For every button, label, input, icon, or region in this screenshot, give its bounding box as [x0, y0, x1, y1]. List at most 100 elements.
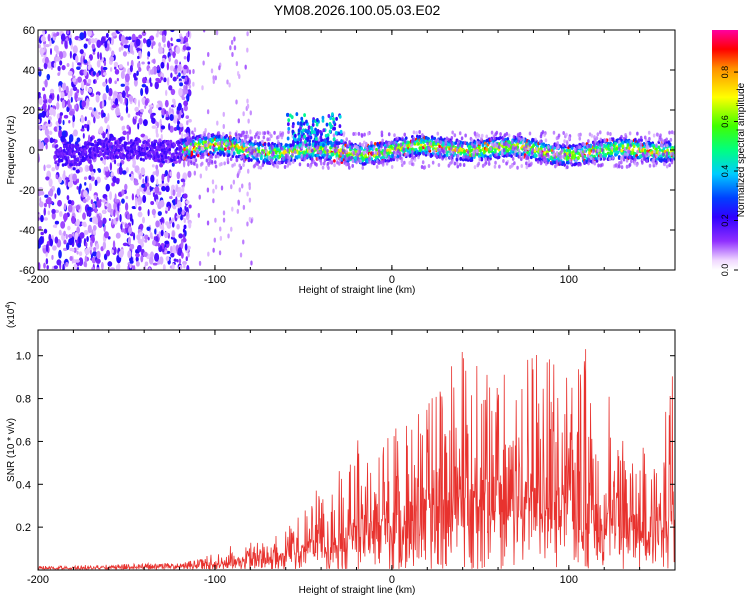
heatmap-cell: [519, 137, 523, 142]
heatmap-cell: [193, 170, 197, 176]
heatmap-cell: [232, 147, 235, 152]
heatmap-cell: [326, 141, 330, 146]
heatmap-cell: [179, 36, 184, 45]
heatmap-cell: [276, 147, 279, 152]
heatmap-cell: [74, 259, 80, 263]
heatmap-cell: [235, 99, 238, 105]
heatmap-cell: [165, 206, 169, 211]
heatmap-cell: [661, 139, 665, 144]
heatmap-cell: [508, 165, 512, 170]
heatmap-cell: [107, 112, 110, 122]
heatmap-cell: [68, 233, 73, 239]
heatmap-cell: [136, 47, 142, 52]
heatmap-cell: [555, 159, 559, 164]
heatmap-cell: [597, 156, 601, 161]
heatmap-cell: [351, 163, 355, 168]
heatmap-cell: [463, 140, 467, 145]
heatmap-cell: [598, 130, 602, 135]
heatmap-cell: [178, 158, 182, 164]
heatmap-cell: [354, 131, 357, 136]
heatmap-cell: [188, 221, 192, 229]
heatmap-cell: [83, 69, 87, 77]
heatmap-cell: [63, 203, 67, 211]
heatmap-cell: [473, 132, 477, 137]
heatmap-cell: [266, 137, 269, 142]
heatmap-cell: [513, 161, 516, 166]
heatmap-cell: [361, 165, 365, 170]
heatmap-cell: [388, 141, 391, 146]
heatmap-cell: [141, 83, 147, 88]
heatmap-cell: [238, 168, 241, 174]
heatmap-cell: [662, 146, 666, 151]
heatmap-cell: [321, 165, 325, 170]
heatmap-cell: [67, 181, 73, 188]
heatmap-cell: [108, 137, 112, 142]
heatmap-cell: [248, 197, 252, 203]
heatmap-cell: [96, 149, 100, 154]
heatmap-cell: [164, 231, 169, 238]
heatmap-cell: [484, 154, 487, 158]
heatmap-cell: [457, 139, 461, 144]
heatmap-cell: [241, 154, 244, 159]
heatmap-cell: [46, 265, 49, 270]
heatmap-cell: [648, 163, 652, 168]
heatmap-cell: [238, 73, 241, 79]
heatmap-cell: [239, 133, 243, 138]
heatmap-cell: [629, 143, 632, 148]
heatmap-cell: [169, 139, 173, 144]
heatmap-cell: [500, 148, 504, 153]
heatmap-cell: [249, 110, 252, 116]
heatmap-cell: [61, 163, 65, 167]
heatmap-cell: [323, 153, 326, 157]
heatmap-cell: [287, 130, 290, 135]
heatmap-cell: [494, 132, 497, 137]
heatmap-cell: [43, 262, 46, 269]
heatmap-cell: [487, 161, 491, 166]
heatmap-cell: [521, 155, 525, 160]
heatmap-cell: [58, 249, 62, 259]
heatmap-cell: [501, 151, 504, 156]
heatmap-cell: [562, 154, 565, 159]
heatmap-cell: [186, 93, 190, 102]
heatmap-cell: [127, 141, 131, 145]
heatmap-cell: [85, 85, 88, 92]
heatmap-cell: [587, 157, 591, 162]
heatmap-cell: [408, 147, 412, 151]
heatmap-cell: [477, 161, 481, 166]
heatmap-cell: [173, 258, 177, 262]
heatmap-cell: [345, 162, 348, 167]
heatmap-cell: [625, 164, 629, 169]
heatmap-cell: [143, 152, 147, 156]
heatmap-cell: [44, 128, 50, 136]
heatmap-cell: [225, 151, 228, 156]
heatmap-cell: [539, 161, 543, 166]
heatmap-cell: [576, 156, 580, 160]
heatmap-cell: [176, 259, 179, 263]
heatmap-cell: [269, 143, 273, 148]
heatmap-cell: [172, 205, 177, 210]
heatmap-cell: [67, 90, 71, 99]
heatmap-cell: [149, 35, 155, 41]
heatmap-cell: [590, 133, 594, 138]
heatmap-cell: [219, 226, 222, 232]
heatmap-cell: [80, 55, 83, 65]
heatmap-cell: [137, 201, 141, 206]
heatmap-cell: [131, 205, 137, 210]
heatmap-cell: [100, 157, 103, 161]
heatmap-cell: [89, 163, 94, 172]
heatmap-cell: [511, 156, 515, 161]
heatmap-cell: [92, 71, 96, 76]
heatmap-cell: [75, 55, 79, 63]
heatmap-cell: [623, 147, 627, 152]
heatmap-cell: [168, 195, 173, 200]
heatmap-cell: [88, 38, 92, 46]
heatmap-cell: [586, 153, 590, 158]
heatmap-cell: [121, 90, 126, 99]
heatmap-cell: [305, 153, 309, 158]
heatmap-cell: [561, 143, 565, 148]
heatmap-cell: [236, 173, 240, 179]
heatmap-cell: [178, 87, 183, 97]
heatmap-cell: [296, 121, 300, 126]
heatmap-cell: [320, 138, 324, 143]
heatmap-cell: [626, 143, 630, 147]
